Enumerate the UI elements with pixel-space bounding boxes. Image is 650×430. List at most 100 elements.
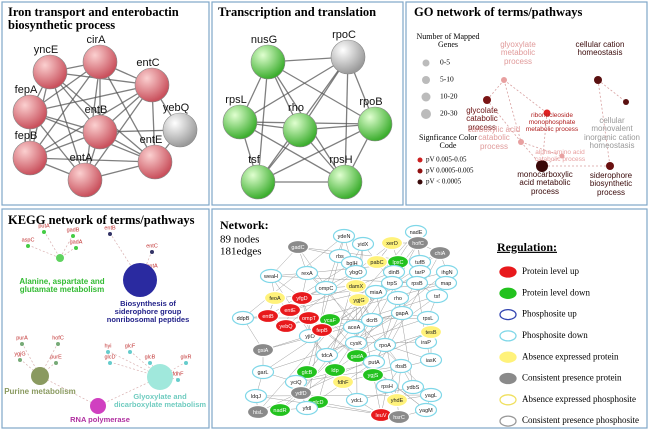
term-label: monocarboxylic acid metabolic process [517,170,573,196]
node-label: ddpB [237,316,250,322]
node-label: entE [284,308,296,314]
legend-key [499,394,517,406]
gene-label: purE [50,354,62,360]
legend-key [499,372,517,385]
protein-node [256,308,280,324]
size-key [421,109,431,119]
node-label: weaH [263,274,278,280]
edge [49,71,86,181]
gene-label: gadB [67,227,80,233]
protein-node [315,347,339,363]
node-label: yidX [358,242,369,248]
edge [139,250,153,281]
color-label: pV 0.0005-0.005 [426,167,474,175]
node-label: nadR [273,408,286,414]
node-label: rpsB [411,281,423,287]
gene-node [108,232,112,236]
legend-label: Phosphosite up [522,309,577,319]
protein-node [251,342,275,358]
legend-key [499,287,517,299]
node-label: map [441,281,452,287]
protein-node [251,364,275,380]
protein-node [364,284,388,300]
gene-node [148,361,152,365]
node-label: yagM [419,408,433,414]
gene-label: gadA [70,239,83,245]
edge [520,141,543,167]
legend-label: Protein level up [522,266,579,276]
protein-node [332,228,356,244]
node-label: rexA [301,271,313,277]
gene-label: putA [38,223,50,229]
protein-node [344,264,368,280]
size-label: 5-10 [440,75,454,84]
node-label: ihgN [441,270,452,276]
edge [597,79,627,103]
protein-node [401,379,425,395]
node-label: gsiA [258,348,269,354]
protein-node [134,67,170,103]
protein-node [244,388,268,404]
edge [486,99,522,143]
node-label: hisL [253,410,263,416]
term-label: glyoxylate metabolic process [500,40,536,66]
edge [39,375,99,407]
protein-node [263,290,287,306]
term-label: siderophore biosynthetic process [589,171,633,197]
pathway-term [123,263,157,297]
panel-title: GO network of terms/pathways [414,5,583,19]
legend-label: Consistent presence protein [522,373,622,383]
term-label: RNA polymerase [70,415,130,424]
size-label: 10-20 [440,92,458,101]
panel-title: Iron transport and enterobactin biosynth… [8,5,179,33]
gene-node [176,378,180,382]
edge [317,271,357,403]
node-label: leuV [375,413,386,419]
node-label: iasK [426,358,437,364]
term-label: carboxylic acid catabolic process [467,125,521,151]
node-label: ompT [302,316,317,322]
protein-node [67,162,103,198]
network-title: Network: [220,218,269,232]
node-label: tdcA [321,353,332,359]
protein-node [428,245,452,261]
gene-label: glcB [145,354,156,360]
legend-title: Signficance Color Code [419,133,477,151]
protein-node [375,378,399,394]
node-label: yfdI [303,406,312,412]
protein-node [323,362,347,378]
go-term [536,160,548,172]
legend-title: Number of Mapped Genes [416,32,480,50]
node-label: garL [257,370,268,376]
term-label: Alanine, aspartate and glutamate metabol… [19,277,105,295]
node-label: ldp [331,368,338,374]
network-stat: 89 nodes [220,234,259,246]
node-label: ompC [319,286,334,292]
legend-label: Absence expressed protein [522,351,619,361]
protein-node [345,392,369,408]
protein-node [373,337,397,353]
node-label: gadC [291,245,304,251]
node-label: entE [140,134,163,146]
protein-node [250,44,286,80]
protein-node [380,235,404,251]
protein-node [295,400,319,416]
protein-node [347,292,371,308]
edge [597,79,611,167]
gene-node [56,342,60,346]
node-label: rpsL [225,94,246,106]
size-key [421,92,431,102]
node-label: entB [262,314,274,320]
protein-node [419,387,443,403]
node-label: rpsH [381,384,393,390]
node-label: ydfD [295,391,306,397]
node-label: feoA [269,296,281,302]
protein-node [414,402,438,418]
color-key [417,157,423,163]
protein-node [162,112,198,148]
gene-node [128,350,132,354]
term-label: Glyoxylate and dicarboxylate metabolism [113,392,207,409]
legend-key [499,330,517,342]
gene-node [26,244,30,248]
node-label: rpoA [379,343,391,349]
